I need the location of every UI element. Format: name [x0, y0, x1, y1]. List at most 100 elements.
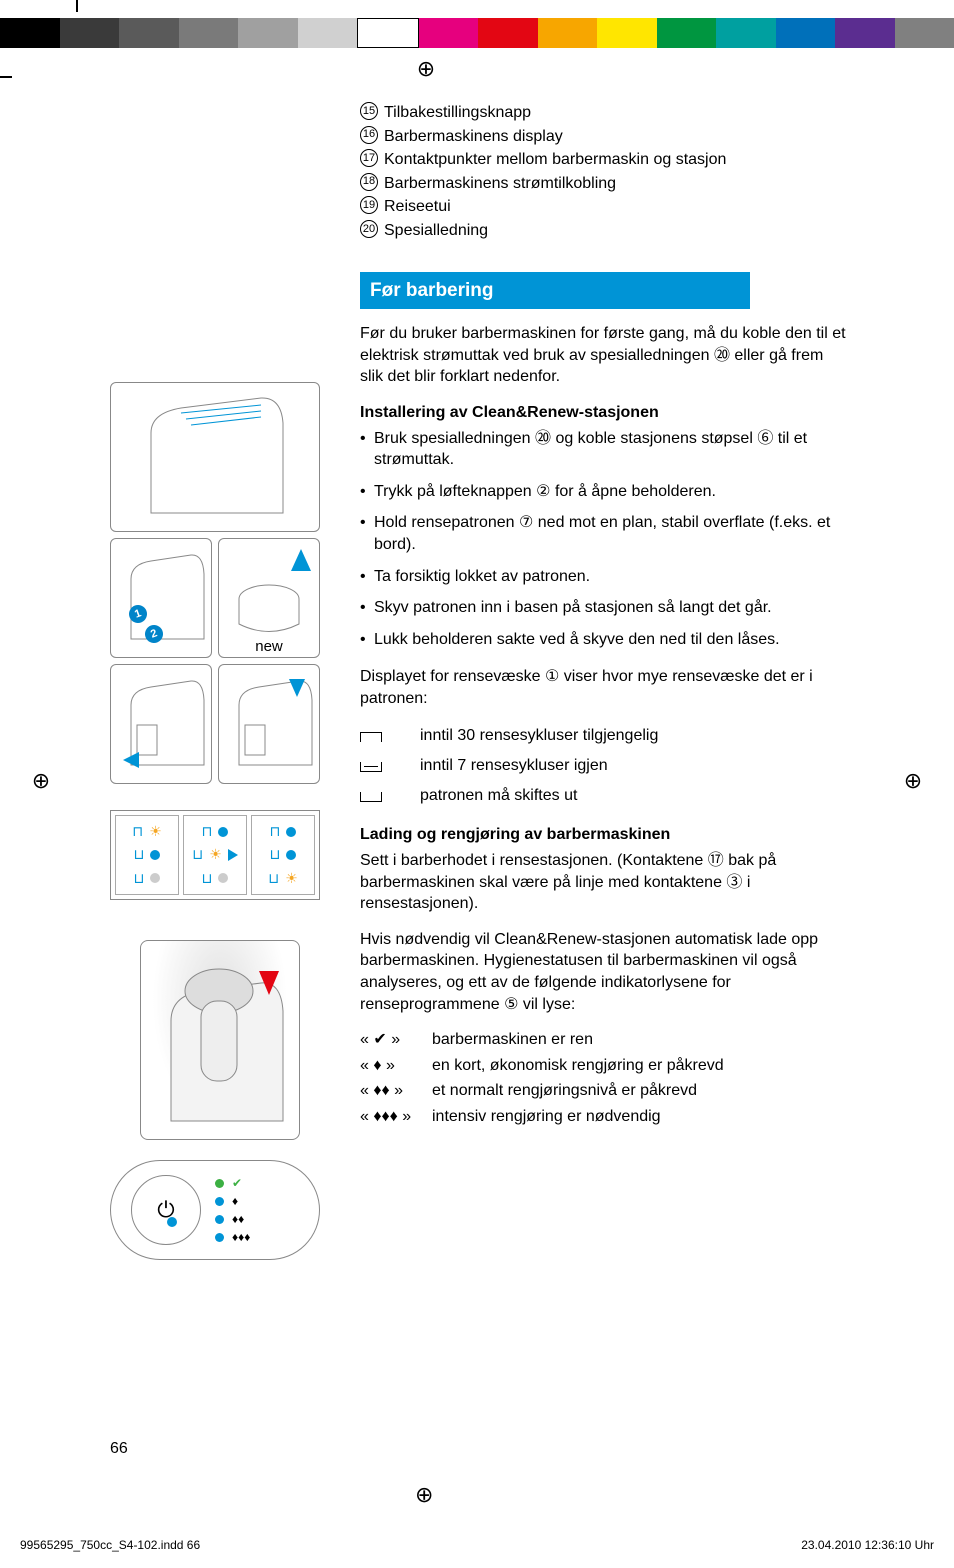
station-close-illustration: [218, 664, 320, 784]
crop-mark: [0, 76, 12, 78]
arrow-down-icon: [289, 679, 305, 697]
new-label: new: [219, 638, 319, 655]
level-row: inntil 7 rensesykluser igjen: [360, 754, 850, 778]
color-seg: [419, 18, 479, 48]
level-high-icon: [360, 724, 420, 748]
part-number-icon: 19: [360, 196, 378, 214]
part-label: Kontaktpunkter mellom barbermaskin og st…: [384, 149, 850, 171]
color-seg: [776, 18, 836, 48]
registration-mark-icon: ⊕: [415, 1482, 433, 1508]
part-row: 17 Kontaktpunkter mellom barbermaskin og…: [360, 149, 850, 171]
print-footer: 99565295_750cc_S4-102.indd 66 23.04.2010…: [20, 1538, 934, 1552]
color-seg: [716, 18, 776, 48]
part-row: 19 Reiseetui: [360, 196, 850, 218]
color-seg: [597, 18, 657, 48]
indicator-lights: ✔ ♦ ♦♦ ♦♦♦: [201, 1170, 319, 1250]
color-seg: [357, 18, 419, 48]
part-number-icon: 15: [360, 102, 378, 120]
level-low-icon: [360, 784, 420, 808]
part-label: Spesialledning: [384, 220, 850, 242]
level-mid-icon: [360, 754, 420, 778]
page-number: 66: [110, 1440, 128, 1458]
color-seg: [119, 18, 179, 48]
level-label: inntil 30 rensesykluser tilgjengelig: [420, 725, 658, 747]
registration-mark-icon: ⊕: [30, 770, 52, 792]
indicator-panel-illustration: ⏻ ✔ ♦ ♦♦ ♦♦♦: [110, 1160, 320, 1260]
station-open-illustration: [110, 664, 212, 784]
color-calibration-bar: [0, 18, 954, 48]
color-seg: [657, 18, 717, 48]
part-label: Reiseetui: [384, 196, 850, 218]
shaver-docked-illustration: [140, 940, 300, 1140]
status-label: barbermaskinen er ren: [432, 1029, 593, 1051]
color-seg: [60, 18, 120, 48]
color-seg: [538, 18, 598, 48]
install-bullets: Bruk spesialledningen ⑳ og koble stasjon…: [360, 428, 850, 651]
install-heading: Installering av Clean&Renew-stasjonen: [360, 402, 850, 424]
clean-status-table: « ✔ » barbermaskinen er ren « ♦ » en kor…: [360, 1029, 850, 1127]
station-line-art: [111, 383, 321, 533]
part-number-icon: 16: [360, 126, 378, 144]
center-dot-icon: [167, 1217, 177, 1227]
part-label: Tilbakestillingsknapp: [384, 102, 850, 124]
footer-filename: 99565295_750cc_S4-102.indd 66: [20, 1538, 200, 1552]
part-label: Barbermaskinens strømtilkobling: [384, 173, 850, 195]
status-short-icon: « ♦ »: [360, 1055, 432, 1077]
color-seg: [895, 18, 954, 48]
footer-timestamp: 23.04.2010 12:36:10 Uhr: [801, 1538, 934, 1552]
bullet-item: Trykk på løfteknappen ② for å åpne behol…: [360, 481, 850, 503]
color-seg: [298, 18, 358, 48]
bullet-item: Skyv patronen inn i basen på stasjonen s…: [360, 597, 850, 619]
registration-mark-icon: ⊕: [902, 770, 924, 792]
part-row: 20 Spesialledning: [360, 220, 850, 242]
page-frame: 1 2 new: [80, 92, 874, 1458]
level-col: ⊓ ⊔☀ ⊔: [183, 815, 247, 895]
bullet-item: Hold rensepatronen ⑦ ned mot en plan, st…: [360, 512, 850, 555]
status-intensive-icon: « ♦♦♦ »: [360, 1106, 432, 1128]
part-number-icon: 17: [360, 149, 378, 167]
display-intro: Displayet for rensevæske ① viser hvor my…: [360, 666, 850, 709]
color-seg: [238, 18, 298, 48]
level-col: ⊓☀ ⊔ ⊔: [115, 815, 179, 895]
arrow-left-icon: [123, 752, 139, 773]
part-row: 18 Barbermaskinens strømtilkobling: [360, 173, 850, 195]
status-normal-icon: « ♦♦ »: [360, 1080, 432, 1102]
status-row: « ♦ » en kort, økonomisk rengjøring er p…: [360, 1055, 850, 1077]
charge-paragraph-2: Hvis nødvendig vil Clean&Renew-stasjonen…: [360, 929, 850, 1015]
status-label: en kort, økonomisk rengjøring er påkrevd: [432, 1055, 724, 1077]
status-row: « ♦♦♦ » intensiv rengjøring er nødvendig: [360, 1106, 850, 1128]
color-seg: [478, 18, 538, 48]
arrow-down-red-icon: [259, 971, 279, 995]
level-label: inntil 7 rensesykluser igjen: [420, 755, 608, 777]
status-row: « ♦♦ » et normalt rengjøringsnivå er påk…: [360, 1080, 850, 1102]
cartridge-new-illustration: new: [218, 538, 320, 658]
color-seg: [835, 18, 895, 48]
status-label: et normalt rengjøringsnivå er påkrevd: [432, 1080, 697, 1102]
bullet-item: Ta forsiktig lokket av patronen.: [360, 566, 850, 588]
part-number-icon: 18: [360, 173, 378, 191]
bullet-item: Lukk beholderen sakte ved å skyve den ne…: [360, 629, 850, 651]
status-row: « ✔ » barbermaskinen er ren: [360, 1029, 850, 1051]
power-circle: ⏻: [131, 1175, 201, 1245]
level-row: patronen må skiftes ut: [360, 784, 850, 808]
arrow-up-icon: [291, 549, 311, 571]
color-seg: [0, 18, 60, 48]
status-clean-icon: « ✔ »: [360, 1029, 432, 1051]
station-close-art: [219, 665, 321, 785]
charge-paragraph-1: Sett i barberhodet i rensestasjonen. (Ko…: [360, 850, 850, 915]
station-illustration: [110, 382, 320, 532]
level-row: inntil 30 rensesykluser tilgjengelig: [360, 724, 850, 748]
station-small-art: [111, 539, 213, 659]
part-label: Barbermaskinens display: [384, 126, 850, 148]
crop-mark: [76, 0, 78, 12]
fluid-level-indicator-illustration: ⊓☀ ⊔ ⊔ ⊓ ⊔☀ ⊔ ⊓ ⊔ ⊔☀: [110, 810, 320, 900]
part-number-icon: 20: [360, 220, 378, 238]
fluid-level-table: inntil 30 rensesykluser tilgjengelig inn…: [360, 724, 850, 809]
parts-list: 15 Tilbakestillingsknapp 16 Barbermaskin…: [360, 102, 850, 242]
bullet-item: Bruk spesialledningen ⑳ og koble stasjon…: [360, 428, 850, 471]
intro-paragraph: Før du bruker barbermaskinen for første …: [360, 323, 850, 388]
charge-heading: Lading og rengjøring av barbermaskinen: [360, 824, 850, 846]
level-label: patronen må skiftes ut: [420, 785, 577, 807]
cartridge-insert-illustration: 1 2: [110, 538, 212, 658]
section-heading-bar: Før barbering: [360, 272, 750, 310]
